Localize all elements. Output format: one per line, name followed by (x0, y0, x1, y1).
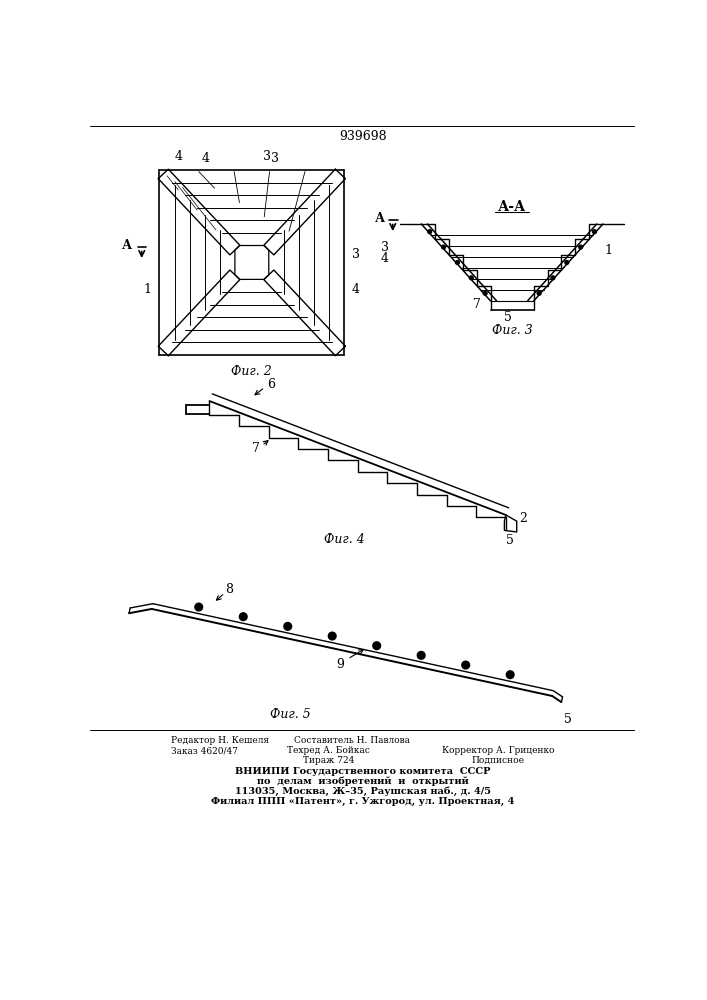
Circle shape (537, 291, 541, 295)
Circle shape (284, 623, 291, 630)
Text: 1: 1 (144, 283, 152, 296)
Text: 5: 5 (563, 713, 571, 726)
Circle shape (428, 230, 432, 234)
Circle shape (579, 245, 583, 249)
Text: А-А: А-А (498, 200, 526, 214)
Text: Филиал ППП «Патент», г. Ужгород, ул. Проектная, 4: Филиал ППП «Патент», г. Ужгород, ул. Про… (211, 797, 515, 806)
Circle shape (417, 652, 425, 659)
Text: 9: 9 (336, 658, 344, 671)
Circle shape (373, 642, 380, 650)
Text: 939698: 939698 (339, 130, 387, 143)
Circle shape (483, 291, 487, 295)
Text: Подписное: Подписное (472, 756, 525, 765)
Text: Составитель Н. Павлова: Составитель Н. Павлова (294, 736, 410, 745)
Text: Фиг. 2: Фиг. 2 (231, 365, 272, 378)
Circle shape (195, 603, 203, 611)
Text: 6: 6 (267, 378, 275, 391)
Text: 4: 4 (201, 152, 210, 165)
Text: Фиг. 3: Фиг. 3 (492, 324, 532, 337)
Text: Фиг. 5: Фиг. 5 (270, 708, 310, 721)
Text: Корректор А. Гриценко: Корректор А. Гриценко (442, 746, 554, 755)
Circle shape (506, 671, 514, 679)
Text: А: А (375, 212, 385, 225)
Text: Фиг. 4: Фиг. 4 (324, 533, 365, 546)
Text: 4: 4 (352, 283, 360, 296)
Text: ВНИИПИ Государственного комитета  СССР: ВНИИПИ Государственного комитета СССР (235, 767, 491, 776)
Text: 7: 7 (473, 298, 481, 311)
Text: 5: 5 (504, 311, 512, 324)
Text: А: А (122, 239, 132, 252)
Circle shape (551, 276, 555, 280)
Text: 3: 3 (263, 150, 271, 163)
Circle shape (328, 632, 336, 640)
Text: 3: 3 (381, 241, 389, 254)
Circle shape (455, 261, 460, 264)
Text: 2: 2 (519, 512, 527, 525)
Text: 7: 7 (252, 442, 259, 455)
Circle shape (469, 276, 473, 280)
Text: Тираж 724: Тираж 724 (303, 756, 354, 765)
Circle shape (240, 613, 247, 621)
Text: Редактор Н. Кешеля: Редактор Н. Кешеля (171, 736, 269, 745)
Text: 113035, Москва, Ж–35, Раушская наб., д. 4/5: 113035, Москва, Ж–35, Раушская наб., д. … (235, 787, 491, 796)
Circle shape (565, 261, 568, 264)
Text: 4: 4 (381, 252, 389, 265)
Circle shape (442, 245, 445, 249)
Text: по  делам  изобретений  и  открытий: по делам изобретений и открытий (257, 777, 469, 786)
Text: 5: 5 (506, 534, 514, 547)
Text: 3: 3 (271, 152, 279, 165)
Circle shape (592, 230, 597, 234)
Circle shape (462, 661, 469, 669)
Text: Заказ 4620/47: Заказ 4620/47 (171, 746, 238, 755)
Text: 8: 8 (225, 583, 233, 596)
Text: 4: 4 (175, 150, 182, 163)
Text: 3: 3 (352, 248, 360, 261)
Text: Техред А. Бойкас: Техред А. Бойкас (288, 746, 370, 755)
Text: 1: 1 (604, 244, 612, 257)
